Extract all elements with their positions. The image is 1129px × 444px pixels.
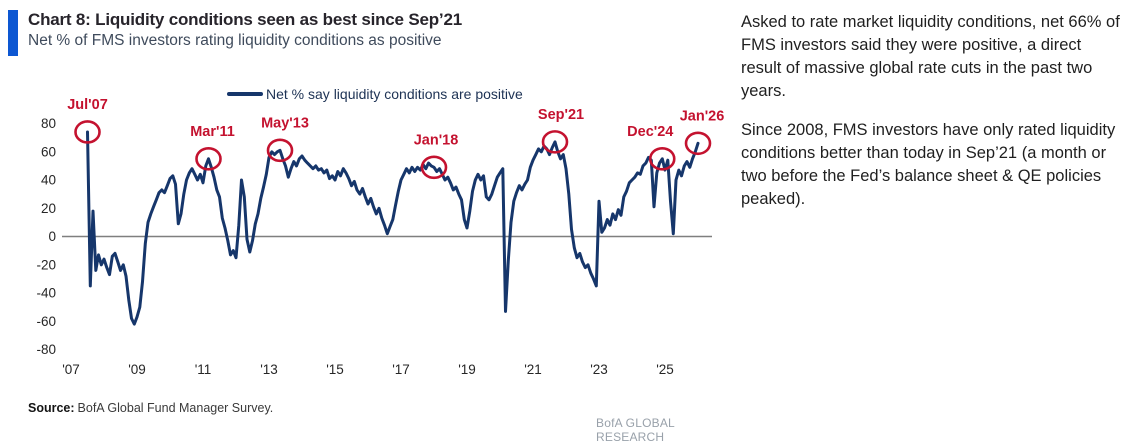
source-line: Source: BofA Global Fund Manager Survey.	[28, 401, 273, 415]
annotation-label: Dec'24	[627, 124, 673, 140]
x-tick-label: '07	[62, 362, 80, 377]
bofa-global-research-brand: BofA GLOBAL RESEARCH	[596, 416, 675, 444]
y-tick-label: -20	[36, 257, 56, 272]
x-tick-label: '19	[458, 362, 476, 377]
x-tick-label: '15	[326, 362, 344, 377]
y-tick-label: -40	[36, 286, 56, 301]
x-tick-label: '09	[128, 362, 146, 377]
source-label: Source:	[28, 401, 75, 415]
commentary-block: Asked to rate market liquidity condition…	[741, 11, 1125, 211]
annotation-label: Jul'07	[67, 97, 108, 113]
series-line	[86, 130, 700, 326]
chart-legend: Net % say liquidity conditions are posit…	[227, 86, 523, 102]
annotation-label: Mar'11	[190, 124, 235, 140]
x-tick-label: '13	[260, 362, 278, 377]
annotation-circle	[648, 147, 676, 171]
annotation-circle	[684, 131, 712, 156]
annotation-circle	[266, 138, 294, 163]
annotation-circle	[541, 130, 569, 154]
annotation-label: Jan'18	[414, 132, 459, 148]
y-tick-label: 60	[41, 144, 56, 159]
chart-subtitle: Net % of FMS investors rating liquidity …	[28, 32, 442, 49]
annotation-label: Sep'21	[538, 107, 584, 123]
x-tick-label: '23	[590, 362, 608, 377]
x-tick-label: '25	[656, 362, 674, 377]
commentary-paragraph-1: Asked to rate market liquidity condition…	[741, 13, 1120, 100]
x-tick-label: '21	[524, 362, 542, 377]
annotation-label: Jan'26	[680, 108, 725, 124]
legend-label: Net % say liquidity conditions are posit…	[266, 86, 523, 102]
annotation-circle	[195, 147, 222, 171]
y-tick-label: 80	[41, 116, 56, 131]
x-tick-label: '11	[195, 362, 212, 377]
y-tick-label: -80	[36, 342, 56, 357]
y-tick-label: 0	[48, 229, 56, 244]
legend-line-swatch-icon	[227, 92, 263, 96]
x-tick-label: '17	[392, 362, 410, 377]
annotation-label: May'13	[261, 115, 309, 131]
y-tick-label: 20	[41, 201, 56, 216]
commentary-paragraph-2: Since 2008, FMS investors have only rate…	[741, 121, 1116, 208]
annotation-circle	[420, 155, 448, 180]
source-text: BofA Global Fund Manager Survey.	[77, 401, 274, 415]
title-accent-bar	[8, 10, 18, 56]
chart-title: Chart 8: Liquidity conditions seen as be…	[28, 10, 462, 29]
annotation-circle	[74, 120, 101, 144]
y-tick-label: 40	[41, 173, 56, 188]
y-tick-label: -60	[36, 314, 56, 329]
